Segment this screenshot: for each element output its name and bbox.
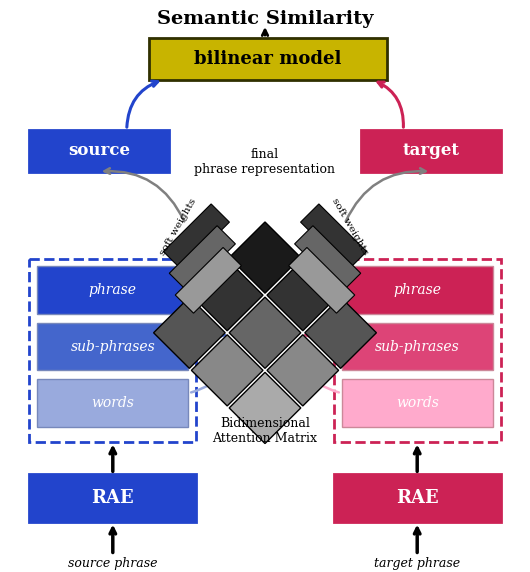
- Text: source: source: [68, 142, 130, 159]
- Text: bilinear model: bilinear model: [195, 50, 342, 67]
- Text: phrase: phrase: [393, 283, 441, 297]
- Polygon shape: [154, 297, 225, 368]
- Polygon shape: [267, 335, 339, 406]
- Bar: [342, 379, 493, 427]
- Polygon shape: [295, 226, 361, 292]
- Text: soft weights: soft weights: [330, 197, 369, 257]
- Text: soft weights: soft weights: [158, 197, 198, 257]
- Bar: [148, 38, 387, 80]
- Polygon shape: [229, 372, 301, 443]
- Bar: [37, 267, 188, 314]
- Text: sub-phrases: sub-phrases: [375, 340, 460, 353]
- Bar: [29, 130, 169, 172]
- Bar: [342, 267, 493, 314]
- Bar: [361, 130, 501, 172]
- Text: RAE: RAE: [396, 489, 438, 507]
- Bar: [334, 259, 501, 442]
- Polygon shape: [175, 248, 241, 313]
- Text: phrase: phrase: [89, 283, 137, 297]
- Text: target phrase: target phrase: [374, 557, 460, 570]
- Polygon shape: [229, 222, 301, 293]
- Polygon shape: [267, 260, 339, 331]
- Text: Bidimensional
Attention Matrix: Bidimensional Attention Matrix: [213, 417, 317, 445]
- Text: final
phrase representation: final phrase representation: [195, 148, 335, 176]
- Text: target: target: [403, 142, 460, 159]
- Polygon shape: [289, 248, 355, 313]
- Bar: [37, 323, 188, 370]
- Polygon shape: [169, 226, 235, 292]
- Text: RAE: RAE: [92, 489, 134, 507]
- Text: words: words: [91, 396, 134, 410]
- Text: sub-phrases: sub-phrases: [70, 340, 155, 353]
- Bar: [29, 474, 196, 522]
- Bar: [342, 323, 493, 370]
- Polygon shape: [191, 335, 263, 406]
- Polygon shape: [191, 260, 263, 331]
- Polygon shape: [229, 297, 301, 368]
- Bar: [334, 474, 501, 522]
- Text: words: words: [396, 396, 439, 410]
- Polygon shape: [301, 204, 367, 269]
- Polygon shape: [305, 297, 376, 368]
- Bar: [37, 379, 188, 427]
- Bar: [29, 259, 196, 442]
- Text: Semantic Similarity: Semantic Similarity: [157, 10, 373, 28]
- Text: source phrase: source phrase: [68, 557, 157, 570]
- Polygon shape: [163, 204, 229, 269]
